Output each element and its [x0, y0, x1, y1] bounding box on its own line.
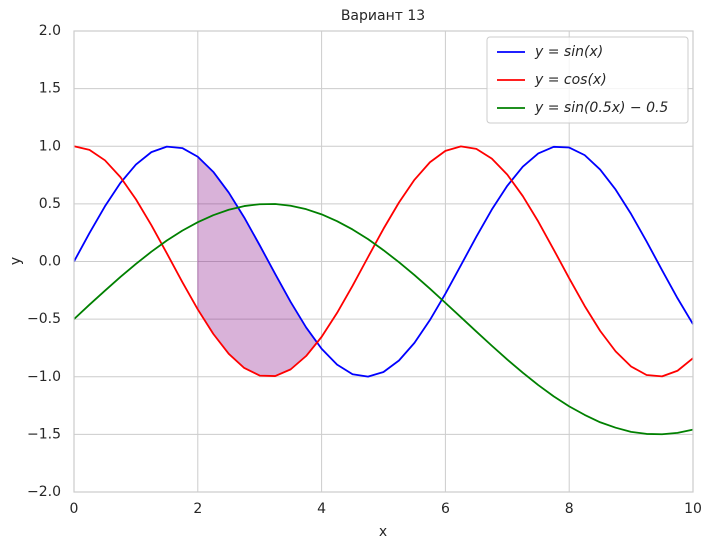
- fill-area: [197, 155, 318, 377]
- y-tick-label: −1.0: [27, 369, 61, 385]
- line: [73, 145, 694, 378]
- y-tick-label: −0.5: [27, 311, 61, 327]
- x-tick-label: 10: [684, 501, 702, 517]
- line: [73, 203, 694, 436]
- y-tick-label: 1.5: [39, 81, 61, 97]
- x-tick-label: 6: [441, 501, 450, 517]
- y-tick-label: −2.0: [27, 484, 61, 500]
- y-tick-label: 1.0: [39, 138, 61, 154]
- x-tick-label: 2: [193, 501, 202, 517]
- x-tick-label: 4: [317, 501, 326, 517]
- y-axis-label: y: [8, 257, 24, 265]
- y-tick-label: 0.5: [39, 196, 61, 212]
- y-tick-label: 0.0: [39, 254, 61, 270]
- plot-frame: [73, 30, 694, 493]
- x-tick-label: 8: [565, 501, 574, 517]
- legend-label: y = cos(x): [534, 72, 607, 88]
- chart-title: Вариант 13: [341, 8, 425, 24]
- line: [73, 145, 694, 378]
- x-tick-label: 0: [70, 501, 79, 517]
- y-tick-label: 2.0: [39, 23, 61, 39]
- y-tick-label: −1.5: [27, 426, 61, 442]
- legend-label: y = sin(x): [534, 44, 603, 60]
- x-axis-label: x: [379, 524, 387, 540]
- legend-label: y = sin(0.5x) − 0.5: [534, 100, 668, 116]
- legend-box: [486, 36, 689, 124]
- legend: y = sin(x) y = cos(x) y = sin(0.5x) − 0.5: [486, 36, 689, 124]
